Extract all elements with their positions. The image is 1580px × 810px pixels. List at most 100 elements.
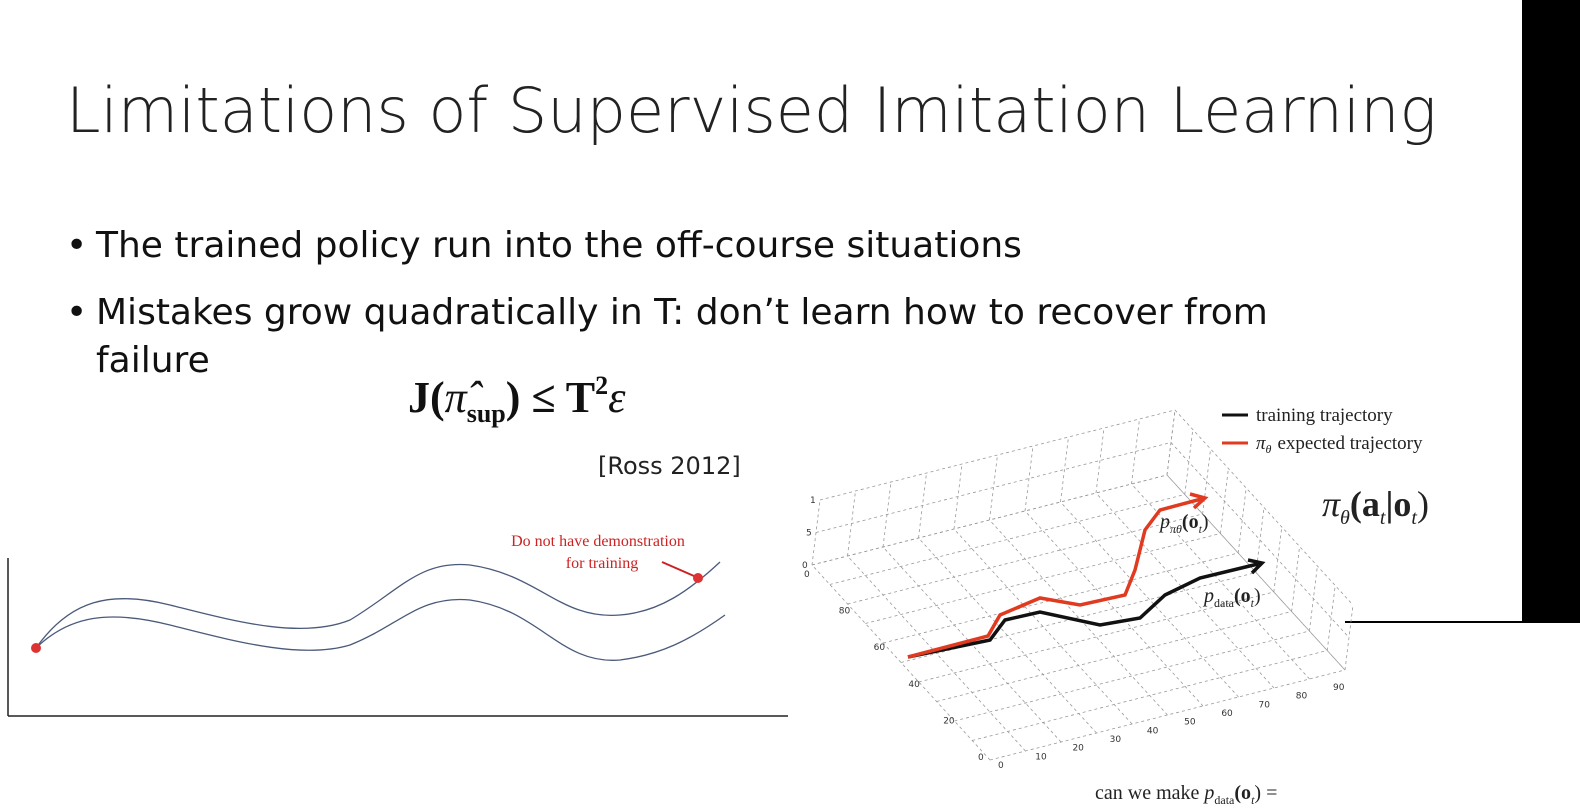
grid-line xyxy=(953,528,1133,725)
math-part: πθ xyxy=(1170,522,1182,536)
side-bar xyxy=(1522,0,1580,622)
policy-trajectory xyxy=(907,492,1209,659)
math-part: t xyxy=(1199,522,1203,536)
pointer xyxy=(661,561,695,577)
z-tick-label: 0 xyxy=(802,561,808,571)
math-label: pdata(ot) xyxy=(1202,585,1261,610)
math-part: |o xyxy=(1385,484,1411,524)
grid-line xyxy=(1131,418,1140,485)
grid-line xyxy=(989,669,1346,761)
policy-label: πθ(at|ot) xyxy=(1322,484,1429,529)
x-tick-label: 80 xyxy=(1296,692,1308,702)
training-trajectory xyxy=(907,558,1266,659)
grid-line xyxy=(1131,483,1310,680)
bullet: The trained policy run into the off-cour… xyxy=(95,225,1022,266)
y-tick-label: 80 xyxy=(839,607,851,617)
formula-part: ε xyxy=(608,373,626,422)
grid-line xyxy=(953,463,963,530)
grid-line xyxy=(1237,487,1247,554)
math-part: θ xyxy=(1340,507,1350,529)
citation: [Ross 2012] xyxy=(598,452,741,480)
math-part: ) xyxy=(1417,484,1429,524)
grid-line xyxy=(1184,429,1194,495)
formula-part: 2 xyxy=(595,371,608,400)
grid-line xyxy=(815,442,1172,533)
grid-line xyxy=(1202,448,1211,515)
grid-line xyxy=(936,611,1292,702)
x-tick-label: 20 xyxy=(1072,744,1084,754)
math-part: t xyxy=(1380,507,1386,529)
footer-part: ) = xyxy=(1254,782,1277,804)
grid-line xyxy=(865,533,1221,624)
formula-part: J( xyxy=(408,373,445,422)
math-part: π xyxy=(1322,484,1341,524)
footer-part: t xyxy=(1251,793,1255,807)
start-dot xyxy=(31,643,41,653)
grid-line xyxy=(1174,409,1354,606)
grid-line xyxy=(811,499,821,566)
math-part: (o xyxy=(1234,585,1251,607)
footer: can we make pdata(ot) = xyxy=(1095,782,1277,807)
legend-entry: training trajectory xyxy=(1256,405,1393,426)
grid-line xyxy=(1273,526,1283,593)
x-tick-label: 30 xyxy=(1110,735,1122,745)
footer-part: data xyxy=(1214,793,1235,807)
footer-part: (o xyxy=(1234,782,1251,804)
x-tick-label: 70 xyxy=(1259,700,1271,710)
curve xyxy=(35,561,721,649)
grid-line xyxy=(882,481,892,548)
x-tick-label: 10 xyxy=(1035,752,1047,762)
bullet-dot: • xyxy=(66,225,87,266)
math-part: t xyxy=(1411,507,1417,529)
math-label: pπθ(ot) xyxy=(1158,511,1209,536)
y-tick-label: 0 xyxy=(978,753,984,763)
bullet-dot: • xyxy=(66,292,87,333)
math-part: t xyxy=(1251,596,1255,610)
grid-line xyxy=(989,454,998,521)
math-part: p xyxy=(1202,585,1214,607)
footer-part: can we make xyxy=(1095,782,1204,804)
math-part: p xyxy=(1158,511,1170,533)
legend-symbol: θ xyxy=(1266,442,1272,456)
bullet: failure xyxy=(96,340,210,381)
x-tick-label: 0 xyxy=(998,761,1004,771)
grid-line xyxy=(1095,492,1275,689)
annotation: for training xyxy=(566,555,638,572)
math-part: ) xyxy=(1202,511,1209,533)
x-tick-label: 60 xyxy=(1221,709,1233,719)
grid-line xyxy=(954,630,1310,722)
grid-line xyxy=(847,490,856,557)
grid-line xyxy=(1344,604,1354,671)
grid-line xyxy=(1166,409,1176,476)
formula: J(π̂sup) ≤ T2ε xyxy=(408,371,626,428)
math-part: (o xyxy=(1182,511,1199,533)
y-tick-label: 0 xyxy=(804,570,810,580)
grid-line xyxy=(972,650,1328,741)
grid-line xyxy=(918,537,1097,734)
z-tick-label: 5 xyxy=(806,529,812,539)
bullet: Mistakes grow quadratically in T: don’t … xyxy=(96,292,1268,333)
legend-entry: expected trajectory xyxy=(1277,433,1423,454)
y-tick-label: 20 xyxy=(943,716,955,726)
grid-line xyxy=(918,591,1274,683)
legend-entry: πθ expected trajectory xyxy=(1256,433,1423,456)
z-tick-label: 1 xyxy=(810,496,816,506)
formula-part: ) ≤ T xyxy=(506,373,595,422)
x-tick-label: 90 xyxy=(1333,683,1345,693)
math-part: ) xyxy=(1254,585,1261,607)
math-part: data xyxy=(1214,596,1235,610)
left-figure: Do not have demonstration for training xyxy=(7,533,788,717)
grid-line xyxy=(1060,501,1239,698)
grid-line xyxy=(847,513,1203,605)
grid-line xyxy=(829,494,1185,585)
grid-line xyxy=(1326,585,1336,651)
grid-line xyxy=(847,555,1026,752)
grid-line xyxy=(1024,510,1204,707)
grid-line xyxy=(819,409,1176,501)
grid-line xyxy=(989,519,1168,716)
y-tick-label: 60 xyxy=(874,643,886,653)
grid-line xyxy=(811,474,1168,566)
